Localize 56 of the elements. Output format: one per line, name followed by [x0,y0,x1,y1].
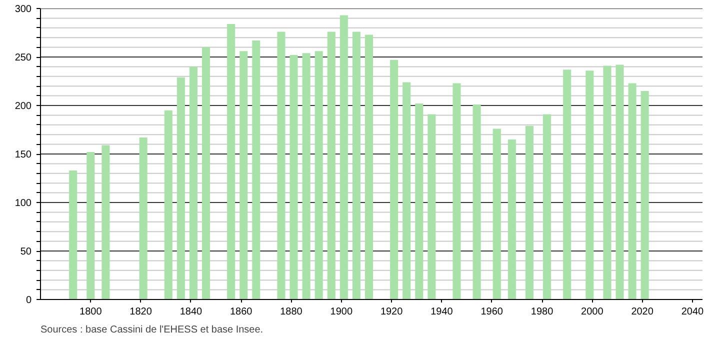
bar [415,104,424,300]
bar [240,51,248,300]
x-tick-label: 2020 [631,306,654,318]
bar [364,34,374,300]
bar [640,90,649,300]
x-tick-label: 1900 [330,306,353,318]
y-tick-label: 200 [14,101,32,112]
bar [492,128,501,300]
bar [314,51,323,300]
bar [472,104,481,300]
bar [616,64,624,300]
bar [508,139,516,300]
bar [227,24,236,300]
bar [189,66,198,300]
x-tick-label: 2040 [681,306,704,318]
x-tick-label: 1980 [530,306,554,318]
bar [402,82,411,300]
bar [525,126,534,300]
x-tick-label: 1940 [430,306,454,318]
bar [428,114,436,300]
y-tick-label: 300 [14,4,32,15]
bar [563,70,572,300]
bar [164,110,172,300]
bar [340,15,348,300]
x-tick-label: 2000 [581,306,604,318]
bar [277,32,286,300]
x-tick-label: 1820 [130,306,152,318]
y-tick-label: 150 [14,150,32,160]
x-tick-label: 1880 [280,306,303,318]
bar [327,32,336,300]
bar [252,40,260,300]
bar [86,152,95,300]
y-tick-label: 50 [20,246,32,258]
bar [390,60,398,300]
bar [586,70,594,300]
x-tick-label: 1920 [380,306,404,318]
bar [452,83,461,300]
y-tick-label: 250 [14,52,32,64]
bar [302,53,310,300]
bar [139,138,148,300]
bar [69,170,78,300]
bar [102,145,110,300]
bar [290,55,298,300]
bar [352,32,360,300]
bar [202,47,210,300]
x-tick-label: 1800 [80,306,102,318]
x-tick-label: 1840 [180,306,203,318]
source-note: Sources : base Cassini de l'EHESS et base Insee. [40,324,264,336]
y-tick-label: 100 [14,198,32,209]
bar [176,77,185,300]
bar [628,83,636,300]
bar [603,66,612,300]
bar [543,114,552,300]
y-tick-label: 0 [26,295,32,306]
x-tick-label: 1860 [230,306,253,318]
x-tick-label: 1960 [480,306,504,318]
